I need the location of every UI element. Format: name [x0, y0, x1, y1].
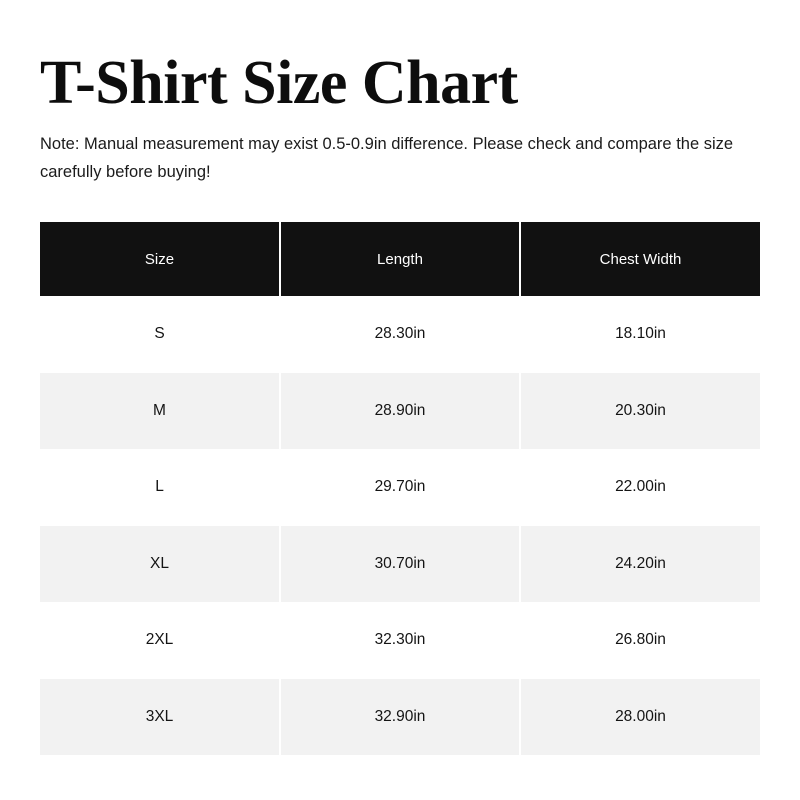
size-chart-table: Size Length Chest Width S 28.30in 18.10i… — [40, 222, 760, 755]
cell-size: S — [40, 296, 281, 373]
table-body: S 28.30in 18.10in M 28.90in 20.30in L 29… — [40, 296, 760, 755]
measurement-note: Note: Manual measurement may exist 0.5-0… — [40, 135, 734, 181]
table-row: L 29.70in 22.00in — [40, 449, 760, 526]
cell-size: 3XL — [40, 678, 281, 755]
table-row: S 28.30in 18.10in — [40, 296, 760, 373]
cell-length: 30.70in — [280, 525, 521, 602]
page-title: T-Shirt Size Chart — [40, 49, 518, 117]
cell-chest-width: 24.20in — [520, 525, 760, 602]
cell-size: 2XL — [40, 602, 281, 679]
cell-chest-width: 18.10in — [520, 296, 760, 373]
table-header: Size Length Chest Width — [40, 222, 760, 296]
column-header-chest-width: Chest Width — [520, 222, 760, 296]
column-header-length: Length — [280, 222, 521, 296]
cell-chest-width: 20.30in — [520, 372, 760, 449]
cell-size: XL — [40, 525, 281, 602]
table-row: XL 30.70in 24.20in — [40, 525, 760, 602]
cell-length: 32.90in — [280, 678, 521, 755]
cell-chest-width: 22.00in — [520, 449, 760, 526]
column-header-size: Size — [40, 222, 281, 296]
cell-size: M — [40, 372, 281, 449]
cell-length: 28.90in — [280, 372, 521, 449]
cell-length: 29.70in — [280, 449, 521, 526]
cell-length: 32.30in — [280, 602, 521, 679]
table-header-row: Size Length Chest Width — [40, 222, 760, 296]
table-row: M 28.90in 20.30in — [40, 372, 760, 449]
size-table-container: Size Length Chest Width S 28.30in 18.10i… — [40, 186, 760, 755]
table-row: 2XL 32.30in 26.80in — [40, 602, 760, 679]
table-row: 3XL 32.90in 28.00in — [40, 678, 760, 755]
cell-length: 28.30in — [280, 296, 521, 373]
cell-size: L — [40, 449, 281, 526]
cell-chest-width: 28.00in — [520, 678, 760, 755]
cell-chest-width: 26.80in — [520, 602, 760, 679]
